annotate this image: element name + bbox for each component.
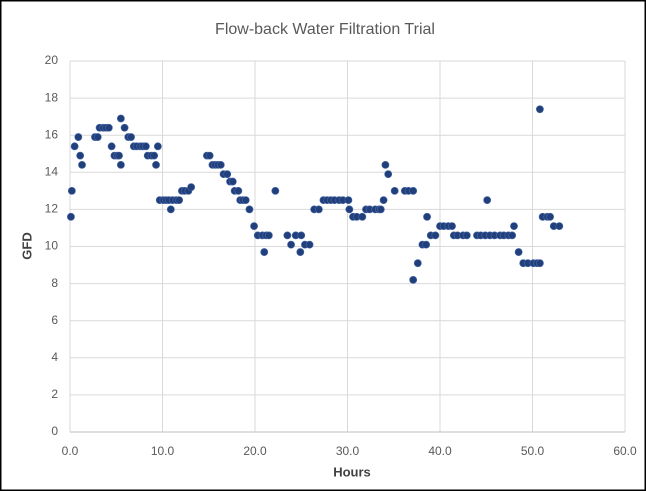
data-point: [241, 196, 250, 205]
data-point: [287, 240, 295, 249]
data-point: [175, 196, 184, 205]
data-point: [536, 105, 544, 114]
data-point: [462, 231, 471, 240]
data-point: [448, 222, 456, 230]
data-point: [67, 212, 75, 221]
y-tick-label: 16: [45, 127, 59, 141]
data-point: [422, 240, 431, 249]
data-point: [216, 160, 225, 169]
data-point: [358, 212, 367, 221]
data-point: [423, 212, 431, 221]
y-tick-label: 6: [51, 313, 58, 327]
y-axis-title: GFD: [19, 232, 34, 259]
data-point: [116, 160, 125, 169]
data-point: [76, 151, 85, 160]
data-point: [115, 151, 123, 160]
data-point: [223, 170, 232, 179]
data-point: [127, 133, 135, 141]
data-point: [107, 142, 116, 151]
data-point: [260, 248, 269, 256]
data-point: [305, 240, 314, 249]
data-point: [409, 275, 418, 284]
data-point: [384, 170, 393, 179]
data-point: [514, 248, 523, 256]
data-point: [70, 142, 79, 151]
data-point: [150, 151, 159, 160]
data-point: [431, 231, 440, 240]
data-point: [152, 160, 160, 169]
y-tick-label: 8: [51, 276, 58, 290]
x-tick-label: 0.0: [62, 444, 79, 458]
data-point: [283, 231, 292, 240]
x-tick-label: 20.0: [243, 444, 267, 458]
data-point: [381, 160, 390, 169]
data-point: [376, 205, 385, 214]
y-tick-label: 2: [51, 387, 58, 401]
x-tick-label: 50.0: [521, 444, 545, 458]
data-point: [390, 186, 399, 195]
data-point: [228, 177, 237, 186]
data-point: [153, 142, 162, 151]
y-tick-label: 14: [45, 164, 59, 178]
data-point: [74, 133, 83, 141]
data-point: [536, 259, 544, 268]
data-point: [245, 205, 254, 214]
y-tick-label: 20: [45, 53, 59, 67]
y-tick-label: 10: [45, 239, 59, 253]
data-point: [234, 186, 243, 195]
data-point: [510, 222, 518, 230]
x-tick-label: 60.0: [613, 444, 637, 458]
data-point: [187, 183, 196, 192]
data-point: [120, 123, 129, 132]
data-point: [409, 186, 418, 195]
data-point: [67, 186, 76, 195]
y-tick-label: 12: [45, 202, 59, 216]
x-tick-label: 10.0: [151, 444, 175, 458]
data-point: [314, 205, 323, 214]
data-point: [250, 222, 258, 230]
data-point: [413, 259, 422, 268]
y-tick-label: 18: [45, 90, 59, 104]
data-point: [271, 186, 280, 195]
data-point: [546, 212, 554, 221]
data-point: [345, 205, 354, 214]
data-point: [297, 231, 306, 240]
data-point: [116, 114, 125, 123]
data-point: [141, 142, 150, 151]
data-point: [296, 248, 305, 256]
y-tick-label: 0: [51, 424, 58, 438]
data-point: [93, 133, 102, 141]
data-point: [555, 222, 564, 230]
data-point: [264, 231, 273, 240]
x-tick-label: 30.0: [336, 444, 360, 458]
chart-title: Flow-back Water Filtration Trial: [215, 21, 435, 38]
y-tick-label: 4: [51, 350, 58, 364]
data-point: [78, 160, 86, 169]
x-tick-label: 40.0: [428, 444, 452, 458]
data-point: [205, 151, 214, 160]
data-point: [344, 196, 353, 205]
data-point: [166, 205, 175, 214]
data-point: [508, 231, 517, 240]
x-axis-title: Hours: [333, 464, 371, 479]
data-point: [483, 196, 492, 205]
data-point: [379, 196, 388, 205]
data-point: [104, 123, 113, 132]
